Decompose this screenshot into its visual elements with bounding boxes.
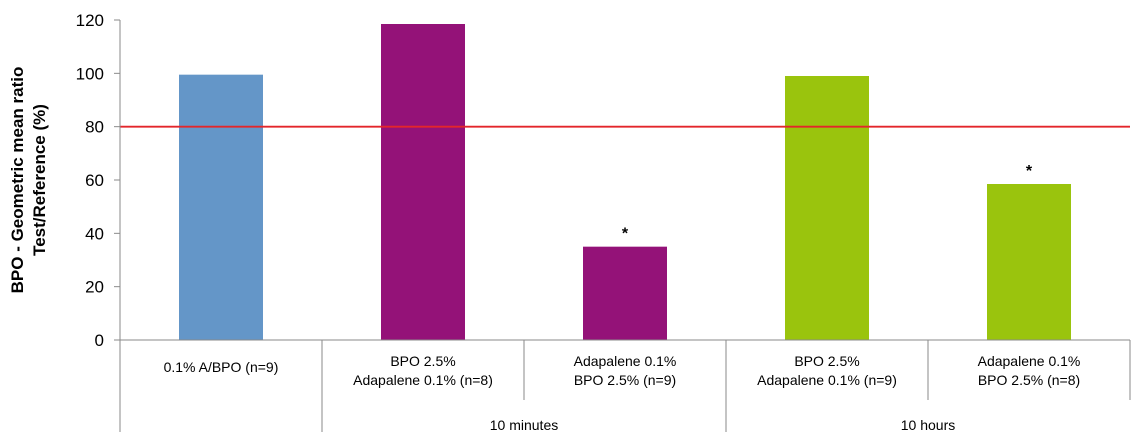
category-label: BPO 2.5% xyxy=(794,353,859,369)
category-label: Adapalene 0.1% xyxy=(574,353,677,369)
group-label: 10 hours xyxy=(901,417,955,433)
y-tick-label: 100 xyxy=(76,64,104,83)
group-labels: 10 minutes 10 hours xyxy=(490,417,955,433)
category-label: BPO 2.5% xyxy=(390,353,455,369)
y-axis-ticks: 0 20 40 60 80 100 120 xyxy=(76,11,120,350)
group-label: 10 minutes xyxy=(490,417,558,433)
bar xyxy=(785,76,869,340)
bar xyxy=(583,246,667,340)
axes xyxy=(119,20,1131,432)
y-axis-label-line: BPO - Geometric mean ratio xyxy=(8,67,27,294)
y-tick-label: 60 xyxy=(85,171,104,190)
category-label: BPO 2.5% (n=9) xyxy=(574,372,676,388)
significance-marker: * xyxy=(1026,163,1033,180)
y-tick-label: 80 xyxy=(85,118,104,137)
y-tick-label: 120 xyxy=(76,11,104,30)
category-label: Adapalene 0.1% (n=8) xyxy=(353,372,493,388)
bar xyxy=(381,24,465,340)
y-tick-label: 20 xyxy=(85,278,104,297)
y-tick-label: 40 xyxy=(85,224,104,243)
category-label: 0.1% A/BPO (n=9) xyxy=(164,359,279,375)
bar xyxy=(179,74,263,341)
y-tick-label: 0 xyxy=(95,331,104,350)
category-label: Adapalene 0.1% (n=9) xyxy=(757,372,897,388)
category-label: Adapalene 0.1% xyxy=(978,353,1081,369)
y-axis-label-line: Test/Reference (%) xyxy=(30,104,49,256)
significance-marker: * xyxy=(622,226,629,243)
category-label: BPO 2.5% (n=8) xyxy=(978,372,1080,388)
bar xyxy=(987,184,1071,340)
category-labels: 0.1% A/BPO (n=9) BPO 2.5% Adapalene 0.1% (… xyxy=(164,353,1081,388)
y-axis-label: BPO - Geometric mean ratio Test/Reference… xyxy=(8,67,49,294)
bars: ** xyxy=(179,24,1071,341)
